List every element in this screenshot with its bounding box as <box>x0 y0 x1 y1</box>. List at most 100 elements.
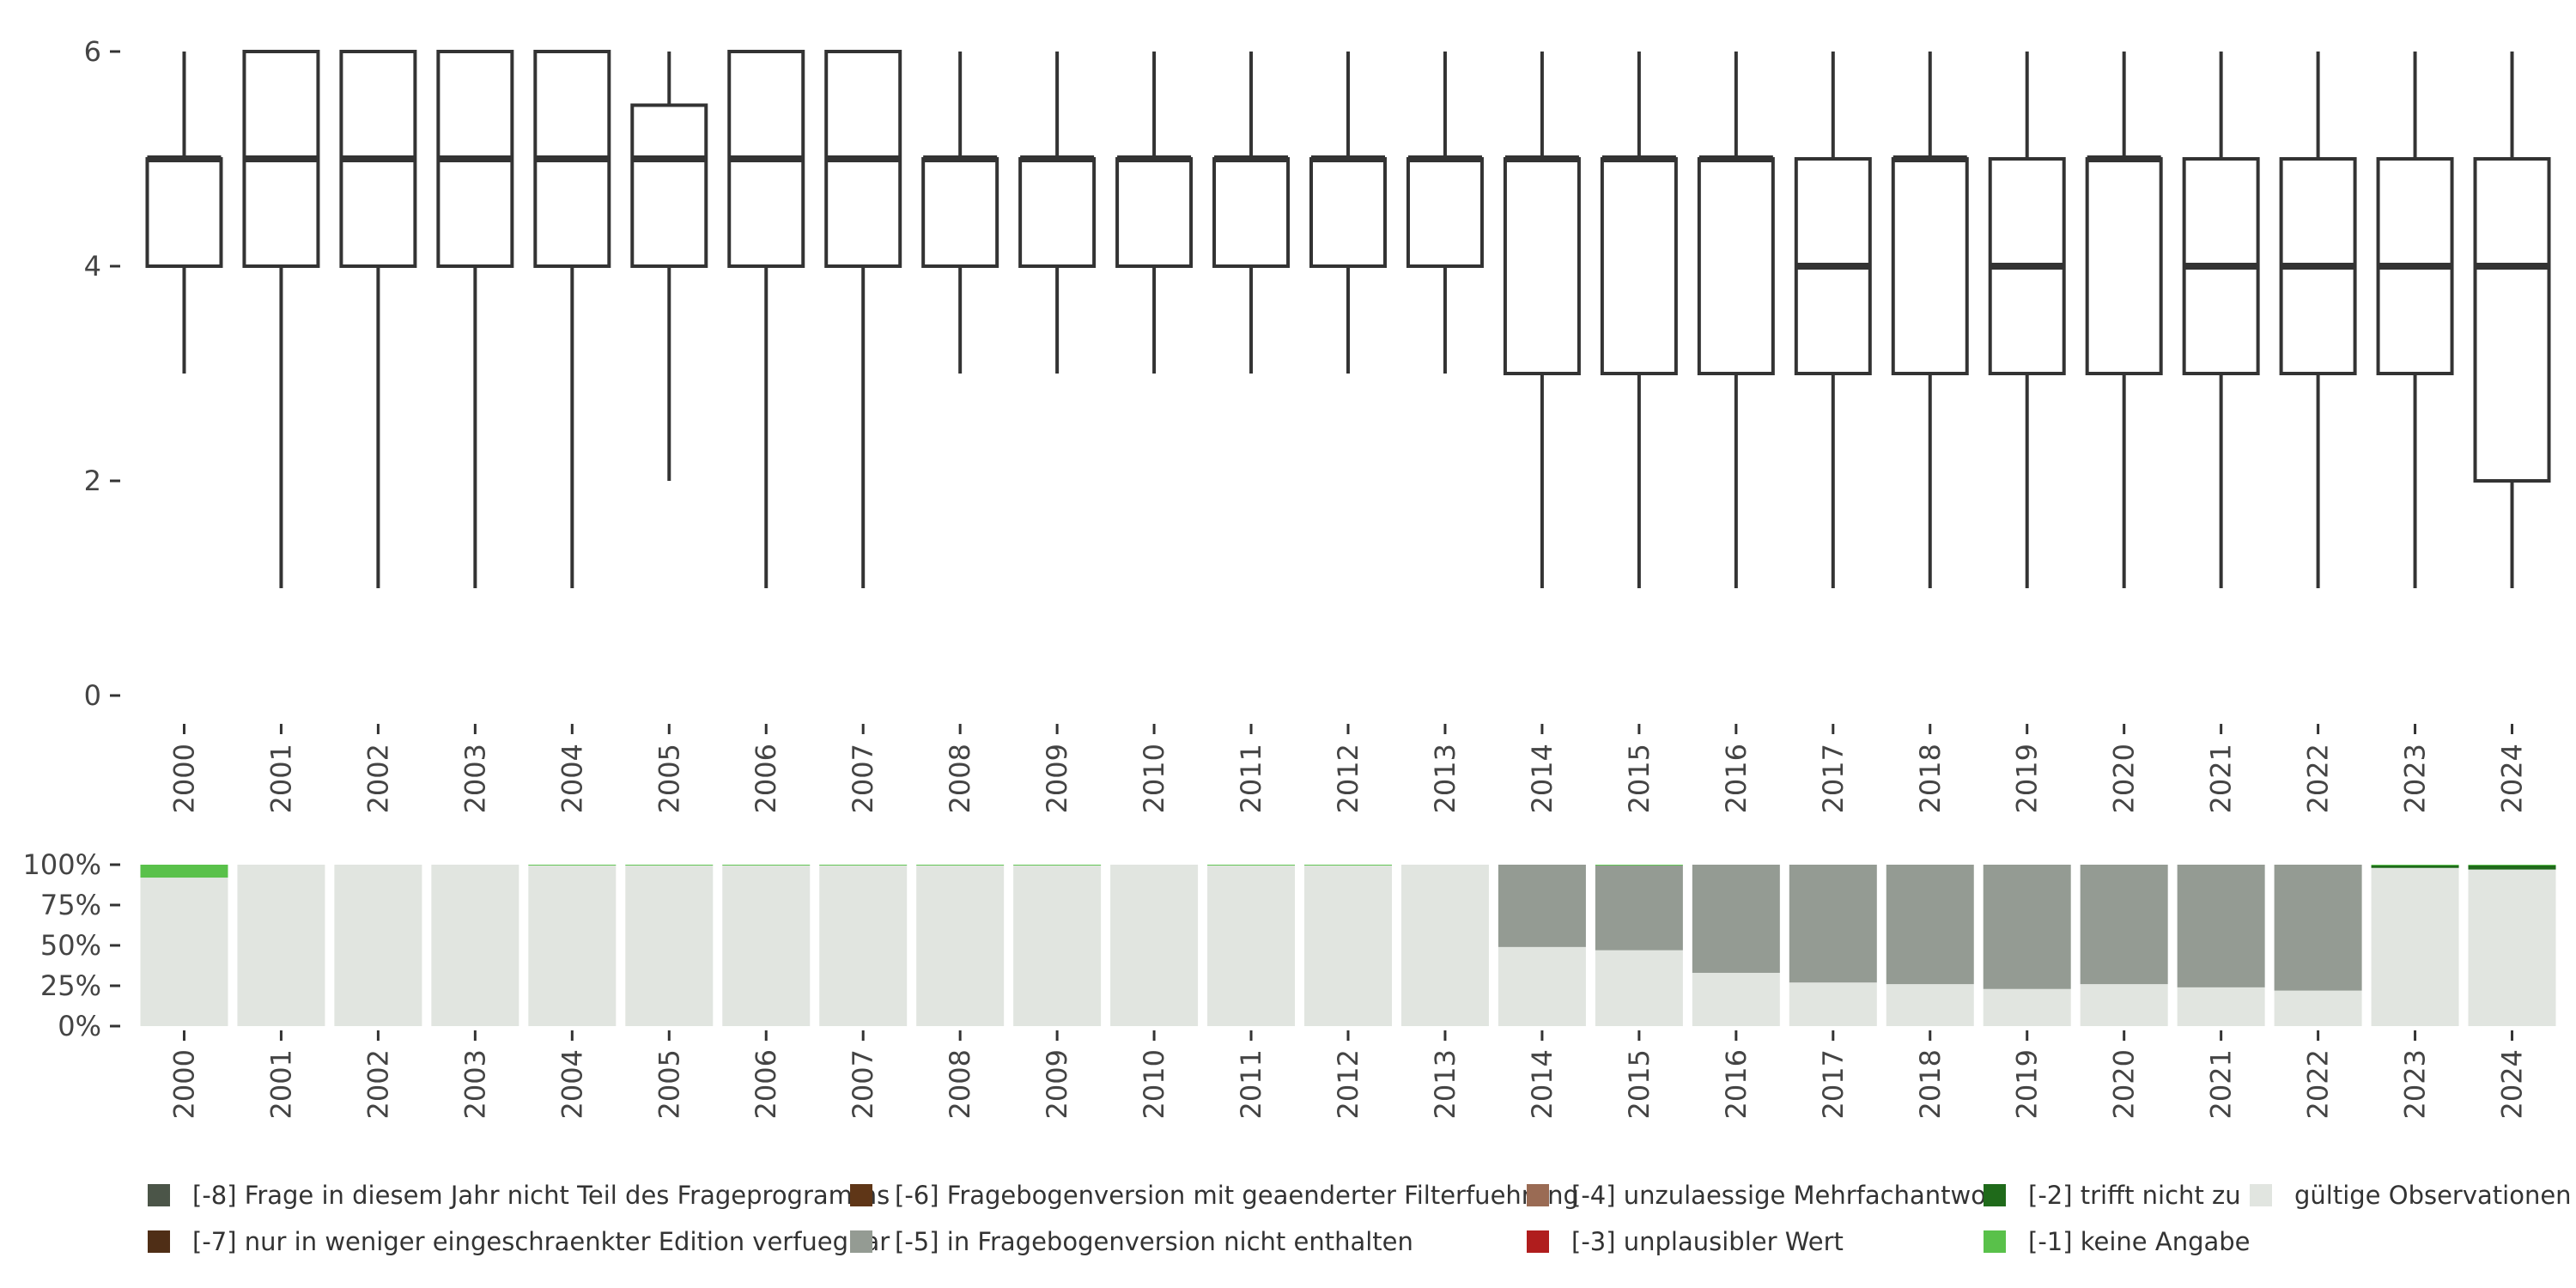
x-tick-label: 2023 <box>2399 1049 2432 1119</box>
x-tick-label: 2012 <box>1332 1049 1364 1119</box>
box-iqr <box>1891 157 1969 375</box>
box-2016 <box>1697 52 1775 588</box>
legend-item: [-5] in Fragebogenversion nicht enthalte… <box>850 1227 1413 1256</box>
box-2015 <box>1600 52 1678 588</box>
x-tick-label: 2002 <box>361 744 394 813</box>
legend-swatch <box>1984 1184 2006 1206</box>
stacked-bar-2023 <box>2371 865 2459 1026</box>
legend-item: [-8] Frage in diesem Jahr nicht Teil des… <box>148 1181 890 1210</box>
bar-segment <box>1110 865 1199 1026</box>
bar-segment <box>431 865 519 1026</box>
x-tick-label: 2006 <box>750 744 782 813</box>
x-tick-label: 2005 <box>653 1049 685 1119</box>
box-iqr <box>1115 157 1194 268</box>
legend-item: [-3] unplausibler Wert <box>1527 1227 1844 1256</box>
x-tick-label: 2001 <box>264 1049 297 1119</box>
x-tick-label: 2004 <box>556 1049 588 1119</box>
bar-segment <box>1013 865 1102 1026</box>
bar-segment <box>1013 865 1102 866</box>
bar-segment <box>2177 865 2265 987</box>
box-2002 <box>339 50 417 588</box>
stacked-bar-2000 <box>140 865 228 1026</box>
y-tick-label: 2 <box>84 465 101 497</box>
legend-label: [-5] in Fragebogenversion nicht enthalte… <box>895 1227 1413 1256</box>
x-tick-label: 2005 <box>653 744 685 813</box>
bar-segment <box>2371 867 2459 1026</box>
bar-segment <box>1498 865 1586 947</box>
box-2004 <box>533 50 611 588</box>
box-2000 <box>145 52 223 374</box>
legend-label: [-8] Frage in diesem Jahr nicht Teil des… <box>192 1181 890 1210</box>
box-iqr <box>921 157 999 268</box>
box-2019 <box>1988 52 2066 588</box>
legend-swatch <box>1527 1184 1549 1206</box>
bar-segment <box>625 865 714 1026</box>
bar-segment <box>2468 869 2556 1026</box>
bar-segment <box>1498 946 1586 1026</box>
stacked-bar-2002 <box>334 865 422 1026</box>
bar-segment <box>2274 865 2362 991</box>
legend-swatch <box>1527 1230 1549 1253</box>
x-tick-label: 2008 <box>944 1049 976 1119</box>
stacked-bar-2017 <box>1789 865 1877 1026</box>
stacked-bar-2001 <box>237 865 325 1026</box>
stacked-bar-2003 <box>431 865 519 1026</box>
y-tick-label: 0 <box>84 679 101 712</box>
legend-swatch <box>148 1184 170 1206</box>
bar-segment <box>1595 950 1683 1026</box>
stacked-bar-2021 <box>2177 865 2265 1026</box>
bar-segment <box>528 865 617 1026</box>
x-tick-label: 2004 <box>556 744 588 813</box>
x-tick-label: 2016 <box>1720 744 1753 813</box>
bar-segment <box>237 865 325 1026</box>
bar-segment <box>2080 865 2168 985</box>
x-tick-label: 2021 <box>2205 1049 2238 1119</box>
bar-segment <box>819 865 908 1026</box>
legend-swatch <box>148 1230 170 1253</box>
x-tick-label: 2003 <box>459 744 491 813</box>
bar-segment <box>722 865 811 866</box>
x-tick-label: 2003 <box>459 1049 491 1119</box>
stacked-bar-2024 <box>2468 865 2556 1026</box>
box-2011 <box>1212 52 1291 374</box>
bar-segment <box>916 865 1005 866</box>
boxplot-y-axis: 0 2 4 6 <box>84 35 120 712</box>
box-2021 <box>2182 52 2260 588</box>
bar-segment <box>140 878 228 1026</box>
x-tick-label: 2008 <box>944 744 976 813</box>
legend-label: gültige Observationen <box>2294 1181 2572 1210</box>
box-iqr <box>1600 157 1678 375</box>
legend-item: gültige Observationen <box>2250 1181 2572 1210</box>
box-2014 <box>1503 52 1581 588</box>
stacked-bar-2006 <box>722 865 811 1026</box>
bar-segment <box>2177 987 2265 1026</box>
x-tick-label: 2015 <box>1623 744 1656 813</box>
bar-segment <box>1400 865 1489 1026</box>
x-tick-label: 2024 <box>2496 1049 2529 1119</box>
y-tick-label: 4 <box>84 250 101 283</box>
stacked-bar-2008 <box>916 865 1005 1026</box>
x-tick-label: 2010 <box>1138 1049 1170 1119</box>
bar-segment <box>2371 865 2459 868</box>
box-iqr <box>145 157 223 268</box>
x-tick-label: 2016 <box>1720 1049 1753 1119</box>
bar-segment <box>1304 865 1392 1026</box>
x-tick-label: 2014 <box>1526 744 1558 813</box>
bar-segment <box>334 865 422 1026</box>
x-tick-label: 2020 <box>2108 744 2141 813</box>
legend-item: [-4] unzulaessige Mehrfachantwort <box>1527 1181 2006 1210</box>
x-tick-label: 2011 <box>1235 744 1267 813</box>
x-tick-label: 2018 <box>1914 1049 1947 1119</box>
x-tick-label: 2009 <box>1041 744 1073 813</box>
bar-segment <box>1595 865 1683 951</box>
bar-segment <box>1304 865 1392 866</box>
y-tick-label: 100% <box>23 848 101 881</box>
stacked-bar-panel <box>140 865 2556 1026</box>
y-tick-label: 0% <box>58 1010 101 1042</box>
bar-segment <box>625 865 714 866</box>
x-tick-label: 2009 <box>1041 1049 1073 1119</box>
bar-segment <box>2468 865 2556 870</box>
bar-segment <box>1789 865 1877 983</box>
stacked-bar-2014 <box>1498 865 1586 1026</box>
